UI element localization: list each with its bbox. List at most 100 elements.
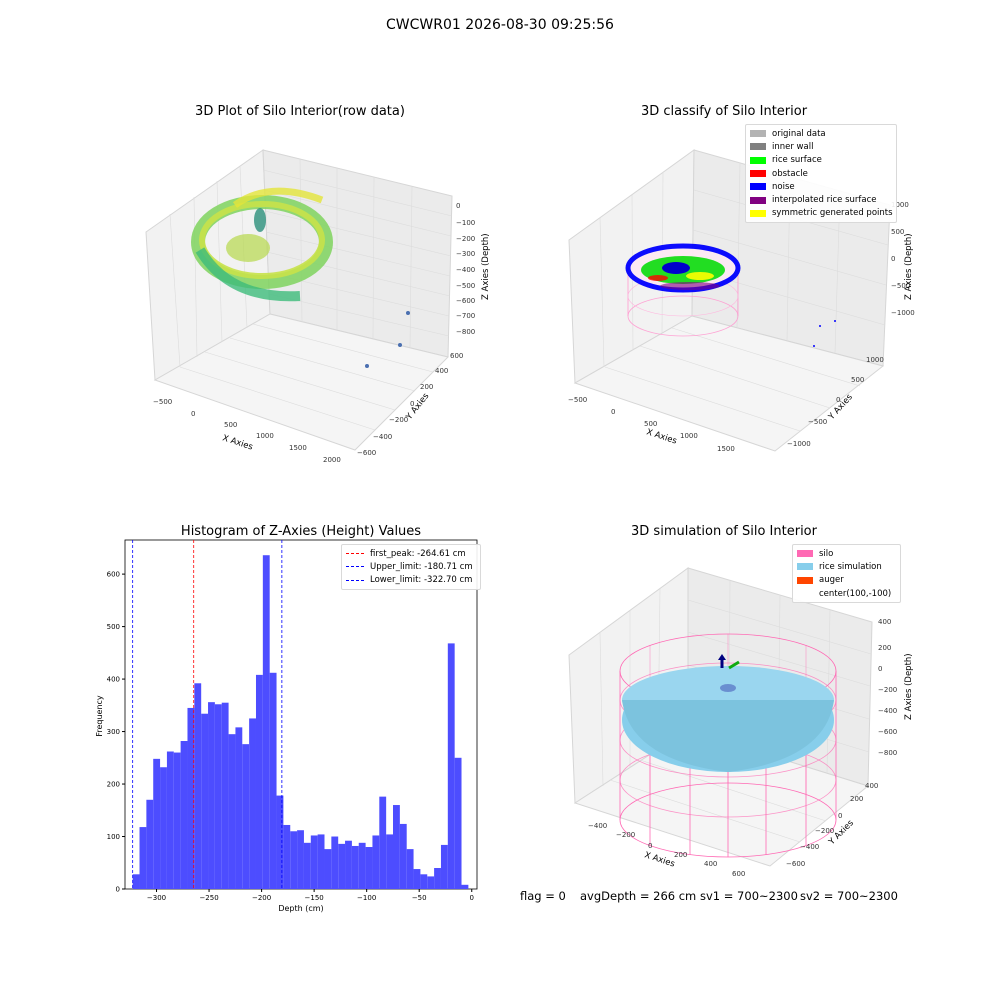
panel1-title: 3D Plot of Silo Interior(row data) <box>195 104 405 119</box>
panel2-noise-points <box>813 320 836 347</box>
x-tick: 400 <box>704 860 717 868</box>
status-sv1: sv1 = 700~2300 <box>700 889 798 903</box>
legend-label: rice surface <box>772 155 822 166</box>
hist-bars <box>132 555 469 889</box>
legend-line <box>346 553 364 555</box>
z-tick: 1000 <box>891 201 909 209</box>
hist-bar <box>269 672 277 889</box>
legend-label: inner wall <box>772 141 814 152</box>
legend-label: obstacle <box>772 168 808 179</box>
figure-title: CWCWR01 2026-08-30 09:25:56 <box>386 17 614 33</box>
legend-swatch <box>797 550 813 558</box>
z-tick: −500 <box>891 282 910 290</box>
x-tick: 0 <box>191 410 195 418</box>
z-tick: 500 <box>891 228 904 236</box>
z-tick: 400 <box>878 618 891 626</box>
legend-label: silo <box>819 548 834 559</box>
hist-bar <box>303 842 311 889</box>
legend-swatch <box>797 576 813 584</box>
legend-label: noise <box>772 181 795 192</box>
outlier-point <box>406 311 410 315</box>
hist-bar <box>331 836 339 889</box>
hist-bar <box>242 744 250 889</box>
y-tick: 1000 <box>866 356 884 364</box>
legend-item: rice surface <box>750 154 892 167</box>
hist-bar <box>338 843 346 889</box>
hist-bar <box>249 718 256 889</box>
z-tick: −800 <box>878 749 897 757</box>
y-tick: −600 <box>786 860 805 868</box>
y-tick: 0 <box>410 400 414 408</box>
legend-item: rice simulation <box>797 560 896 573</box>
legend-item: original data <box>750 127 892 140</box>
hist-bar <box>358 842 366 889</box>
x-tick-label: −50 <box>412 894 427 902</box>
panel4-tick-labels: −400 −200 0 200 400 600 400 200 0 −200 −… <box>588 618 897 878</box>
y-tick: −500 <box>808 418 827 426</box>
hist-bar <box>324 849 332 889</box>
hist-bar <box>160 767 167 889</box>
y-tick: −400 <box>800 843 819 851</box>
hist-bar <box>351 845 359 889</box>
hist-bar <box>345 840 352 889</box>
panel4-legend: silo rice simulation auger center(100,-1… <box>792 544 901 604</box>
hist-bar <box>139 827 147 889</box>
hist-bar <box>153 758 161 889</box>
legend-item: noise <box>750 180 892 193</box>
y-tick-label: 400 <box>107 676 120 684</box>
y-tick: 600 <box>450 352 463 360</box>
hist-bar <box>166 751 174 889</box>
panel1-grid <box>169 158 453 431</box>
x-tick: −500 <box>568 396 587 404</box>
x-tick: 1000 <box>680 432 698 440</box>
hist-bar <box>283 824 291 889</box>
legend-item: center(100,-100) <box>797 587 896 600</box>
legend-label: Upper_limit: -180.71 cm <box>370 561 473 572</box>
hist-bar <box>413 869 421 889</box>
legend-item: inner wall <box>750 140 892 153</box>
hist-bar <box>399 823 407 889</box>
status-sv2: sv2 = 700~2300 <box>800 889 898 903</box>
x-tick-label: −300 <box>147 894 166 902</box>
z-tick: −400 <box>878 707 897 715</box>
panel2-zlabel: Z Axies (Depth) <box>904 233 914 300</box>
status-flag: flag = 0 <box>520 889 566 903</box>
panel2-xlabel: X Axies <box>645 427 678 446</box>
panel1-xlabel: X Axies <box>221 433 254 452</box>
hist-bar <box>427 876 435 889</box>
y-tick-label: 100 <box>107 833 120 841</box>
legend-item: Upper_limit: -180.71 cm <box>346 560 476 573</box>
panel4-zlabel: Z Axies (Depth) <box>904 653 914 720</box>
noise-point <box>819 325 821 327</box>
y-tick: −200 <box>815 827 834 835</box>
y-tick-label: 500 <box>107 623 120 631</box>
x-tick: 500 <box>644 420 657 428</box>
legend-line <box>346 579 364 581</box>
y-tick: 400 <box>865 782 878 790</box>
hist-bar <box>194 683 202 889</box>
x-tick: 200 <box>674 851 687 859</box>
panel1-zlabel: Z Axies (Depth) <box>481 233 491 300</box>
panel2-point-cloud <box>625 243 741 337</box>
panel2-legend: original data inner wall rice surface ob… <box>745 124 897 224</box>
hist-bar <box>297 830 304 889</box>
hist-bar <box>221 702 229 889</box>
hist-bar <box>434 868 441 889</box>
x-tick: 1500 <box>717 445 735 453</box>
hist-bar <box>317 834 325 889</box>
y-tick: 200 <box>420 383 433 391</box>
panel4-auger <box>718 654 740 670</box>
hist-y-ticks: 0 100 200 300 400 500 600 <box>107 571 125 894</box>
legend-swatch <box>750 170 766 178</box>
hist-bar <box>386 834 394 889</box>
legend-item: first_peak: -264.61 cm <box>346 547 476 560</box>
hist-bar <box>208 702 215 889</box>
x-tick: 0 <box>648 842 652 850</box>
x-tick: −500 <box>153 398 172 406</box>
x-tick-label: −250 <box>199 894 218 902</box>
x-tick-label: −100 <box>357 894 376 902</box>
legend-swatch <box>750 143 766 151</box>
x-tick-label: 0 <box>470 894 474 902</box>
legend-label: auger <box>819 575 844 586</box>
legend-item: interpolated rice surface <box>750 193 892 206</box>
